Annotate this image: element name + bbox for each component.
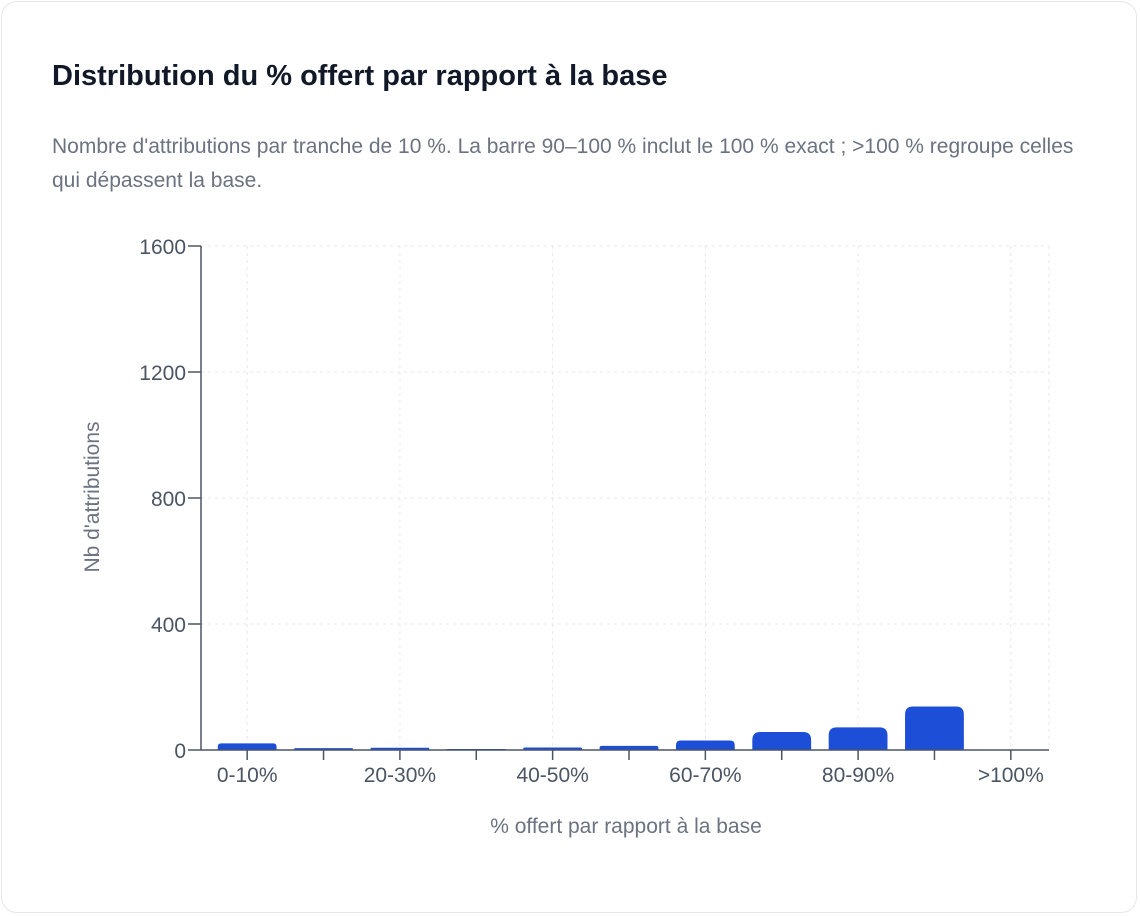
x-axis-title: % offert par rapport à la base [490,815,762,838]
x-tick-label: 0-10% [217,764,278,787]
x-tick-label: 40-50% [516,764,588,787]
y-tick-label: 1600 [139,236,186,259]
x-tick-label: 80-90% [822,764,894,787]
bar-50-60% [599,745,659,750]
y-tick-label: 400 [151,614,186,637]
y-tick-label: 800 [151,488,186,511]
x-tick-label: >100% [978,764,1044,787]
chart-title: Distribution du % offert par rapport à l… [52,60,668,92]
y-tick-label: 1200 [139,362,186,385]
y-axis-title: Nb d'attributions [81,421,104,572]
y-tick-label: 0 [174,740,186,763]
chart-subtitle: Nombre d'attributions par tranche de 10 … [52,135,1074,192]
bar-0-10% [217,743,277,750]
x-axis-ticks: 0-10% 20-30% 40-50% 60-70% 80-90% >100% [217,750,1044,787]
y-axis-ticks: 0 400 800 1200 1600 [139,236,201,763]
bars [217,706,964,750]
grid-lines [201,245,1050,750]
x-tick-label: 20-30% [364,764,436,787]
bar-70-80% [752,732,812,750]
bar-60-70% [675,740,735,750]
bar-90-100% [905,706,964,750]
bar-80-90% [828,727,888,750]
x-tick-label: 60-70% [669,764,741,787]
